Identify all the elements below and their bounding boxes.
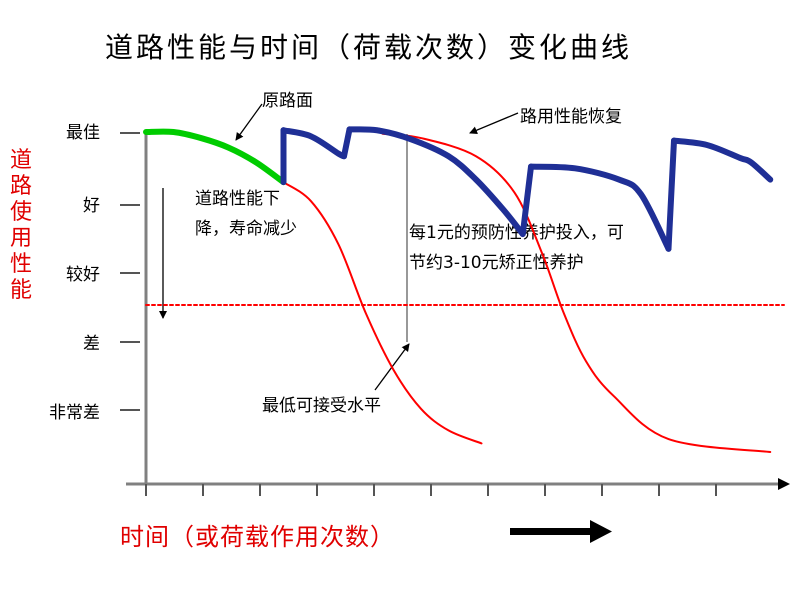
y-ticks <box>120 132 140 411</box>
original-road-annotation: 原路面 <box>262 91 313 111</box>
maintained-line-segment-7 <box>671 137 774 183</box>
time-arrow-head <box>590 520 612 543</box>
level-fair-label: 较好 <box>66 265 100 285</box>
y-axis-label: 道路使用性能 <box>9 148 32 303</box>
maintained-line-segment-4 <box>519 163 534 238</box>
decay-line-segment-1 <box>381 132 772 454</box>
min-level-annotation: 最低可接受水平 <box>262 396 381 416</box>
level-very-poor-label: 非常差 <box>49 403 100 423</box>
level-best-label: 最佳 <box>66 123 100 143</box>
x-axis-arrowhead <box>778 478 790 490</box>
investment-annotation: 每1元的预防性养护投入，可节约3-10元矫正性养护 <box>409 223 624 273</box>
original-road-line-segment-0 <box>143 128 287 186</box>
x-ticks <box>145 484 717 496</box>
series-layer <box>143 126 785 454</box>
maintained-line-segment-3 <box>346 126 526 238</box>
maintained-line-segment-1 <box>280 127 347 160</box>
recovery-pointer <box>469 112 519 134</box>
recovery-annotation: 路用性能恢复 <box>520 107 622 127</box>
level-good-label: 好 <box>83 196 100 216</box>
time-arrow-shaft <box>510 528 594 535</box>
maintained-line-segment-6 <box>665 137 677 252</box>
original-road-pointer <box>235 103 263 141</box>
maintained-line-segment-2 <box>341 126 353 160</box>
decay-line-segment-0 <box>282 181 483 445</box>
chart-title: 道路性能与时间（荷载次数）变化曲线 <box>105 31 633 64</box>
level-poor-label: 差 <box>83 334 100 354</box>
x-axis-label: 时间（或荷载作用次数） <box>120 523 395 551</box>
maintained-line-segment-5 <box>528 163 672 252</box>
decline-annotation: 道路性能下降，寿命减少 <box>195 189 297 239</box>
